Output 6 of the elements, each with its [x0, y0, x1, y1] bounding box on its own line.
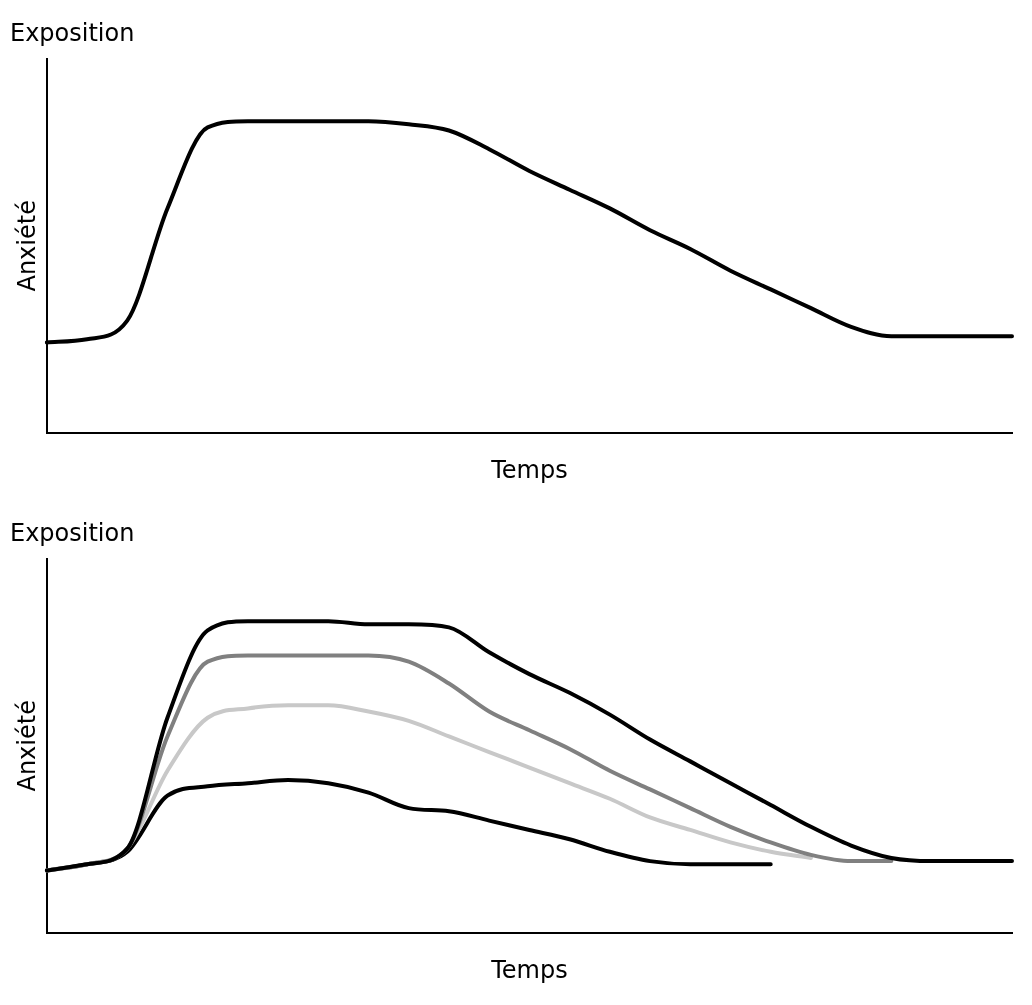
- y-axis-title: Anxiété: [12, 700, 41, 792]
- chart-title: Exposition: [10, 18, 135, 47]
- x-axis-title: Temps: [490, 955, 568, 984]
- y-axis-title: Anxiété: [12, 200, 41, 292]
- x-axis-title: Temps: [490, 455, 568, 484]
- chart-title: Exposition: [10, 518, 135, 547]
